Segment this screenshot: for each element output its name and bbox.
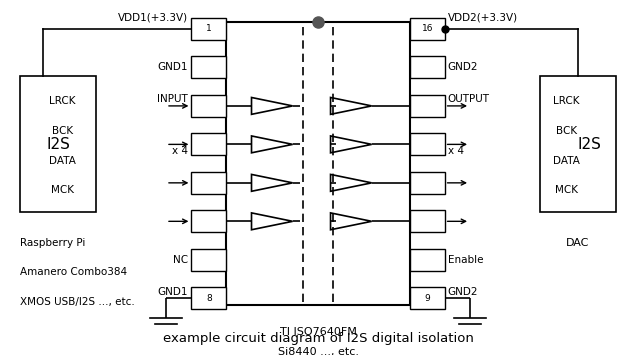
Text: XMOS USB/I2S ..., etc.: XMOS USB/I2S ..., etc. bbox=[20, 297, 135, 307]
FancyBboxPatch shape bbox=[191, 210, 226, 233]
FancyBboxPatch shape bbox=[410, 95, 445, 117]
FancyBboxPatch shape bbox=[191, 172, 226, 194]
Text: LRCK: LRCK bbox=[553, 95, 579, 105]
Polygon shape bbox=[331, 213, 371, 230]
FancyBboxPatch shape bbox=[410, 287, 445, 309]
FancyBboxPatch shape bbox=[410, 56, 445, 78]
Text: Enable: Enable bbox=[448, 255, 483, 265]
Polygon shape bbox=[251, 136, 293, 153]
Text: 8: 8 bbox=[206, 294, 212, 303]
FancyBboxPatch shape bbox=[410, 172, 445, 194]
Text: LRCK: LRCK bbox=[49, 95, 76, 105]
Text: OUTPUT: OUTPUT bbox=[448, 94, 490, 104]
FancyBboxPatch shape bbox=[410, 210, 445, 233]
Text: GND2: GND2 bbox=[448, 62, 478, 72]
FancyBboxPatch shape bbox=[191, 287, 226, 309]
Text: 9: 9 bbox=[424, 294, 430, 303]
Text: NC: NC bbox=[173, 255, 188, 265]
Text: GND2: GND2 bbox=[448, 286, 478, 297]
Text: Raspberry Pi: Raspberry Pi bbox=[20, 238, 86, 248]
Text: 1: 1 bbox=[206, 24, 212, 33]
FancyBboxPatch shape bbox=[539, 76, 616, 212]
Text: DATA: DATA bbox=[49, 155, 76, 165]
Text: DATA: DATA bbox=[553, 155, 579, 165]
Text: Si8440 ..., etc.: Si8440 ..., etc. bbox=[277, 347, 359, 355]
Text: I2S: I2S bbox=[46, 137, 71, 152]
FancyBboxPatch shape bbox=[410, 249, 445, 271]
Text: GND1: GND1 bbox=[158, 62, 188, 72]
FancyBboxPatch shape bbox=[226, 22, 410, 305]
Polygon shape bbox=[251, 174, 293, 191]
Text: VDD2(+3.3V): VDD2(+3.3V) bbox=[448, 12, 518, 22]
Text: x 4: x 4 bbox=[448, 146, 464, 156]
Text: example circuit diagram of I2S digital isolation: example circuit diagram of I2S digital i… bbox=[163, 332, 473, 345]
Text: I2S: I2S bbox=[577, 137, 601, 152]
Text: TI ISO7640FM: TI ISO7640FM bbox=[280, 327, 356, 338]
Text: INPUT: INPUT bbox=[158, 94, 188, 104]
FancyBboxPatch shape bbox=[20, 76, 97, 212]
Text: BCK: BCK bbox=[556, 126, 577, 136]
Text: MCK: MCK bbox=[51, 185, 74, 196]
Text: GND1: GND1 bbox=[158, 286, 188, 297]
Polygon shape bbox=[331, 136, 371, 153]
Polygon shape bbox=[251, 213, 293, 230]
Polygon shape bbox=[331, 98, 371, 114]
Text: MCK: MCK bbox=[555, 185, 577, 196]
Text: 16: 16 bbox=[422, 24, 433, 33]
Text: BCK: BCK bbox=[52, 126, 73, 136]
FancyBboxPatch shape bbox=[191, 249, 226, 271]
Text: x 4: x 4 bbox=[172, 146, 188, 156]
FancyBboxPatch shape bbox=[191, 95, 226, 117]
Polygon shape bbox=[251, 98, 293, 114]
Text: VDD1(+3.3V): VDD1(+3.3V) bbox=[118, 12, 188, 22]
FancyBboxPatch shape bbox=[410, 133, 445, 155]
Text: DAC: DAC bbox=[566, 238, 590, 248]
Text: Amanero Combo384: Amanero Combo384 bbox=[20, 267, 127, 278]
Polygon shape bbox=[331, 174, 371, 191]
FancyBboxPatch shape bbox=[191, 133, 226, 155]
FancyBboxPatch shape bbox=[410, 18, 445, 40]
FancyBboxPatch shape bbox=[191, 18, 226, 40]
FancyBboxPatch shape bbox=[191, 56, 226, 78]
